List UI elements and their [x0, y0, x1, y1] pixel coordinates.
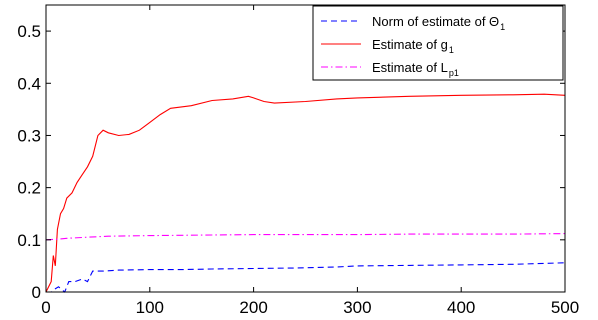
- x-tick-label: 500: [551, 298, 579, 317]
- series-line-2: [45, 93, 566, 293]
- y-tick-label: 0: [32, 283, 41, 302]
- x-tick-label: 200: [239, 298, 267, 317]
- x-tick-label: 300: [343, 298, 371, 317]
- x-tick-label: 100: [136, 298, 164, 317]
- y-tick-label: 0.3: [17, 126, 41, 145]
- y-tick-label: 0.5: [17, 22, 41, 41]
- y-tick-label: 0.2: [17, 179, 41, 198]
- legend-label-3: Estimate of Lp1: [372, 60, 459, 78]
- legend-label-2: Estimate of g1: [372, 37, 454, 55]
- y-tick-label: 0.4: [17, 74, 41, 93]
- x-tick-label: 0: [41, 298, 50, 317]
- axes-layer: 0 100 200 300 400 500 0 0.1 0.2 0.3 0.4 0.5: [17, 4, 579, 317]
- series-line-3: [45, 233, 566, 241]
- series-line-1: [46, 262, 566, 293]
- series-layer: [45, 93, 566, 293]
- legend: Norm of estimate of Θ1 Estimate of g1 Esti…: [312, 5, 564, 81]
- y-tick-label: 0.1: [17, 231, 41, 250]
- legend-label-1: Norm of estimate of Θ1: [372, 14, 505, 32]
- x-tick-label: 400: [447, 298, 475, 317]
- axes-frame: [45, 4, 566, 293]
- legend-box: [312, 5, 564, 81]
